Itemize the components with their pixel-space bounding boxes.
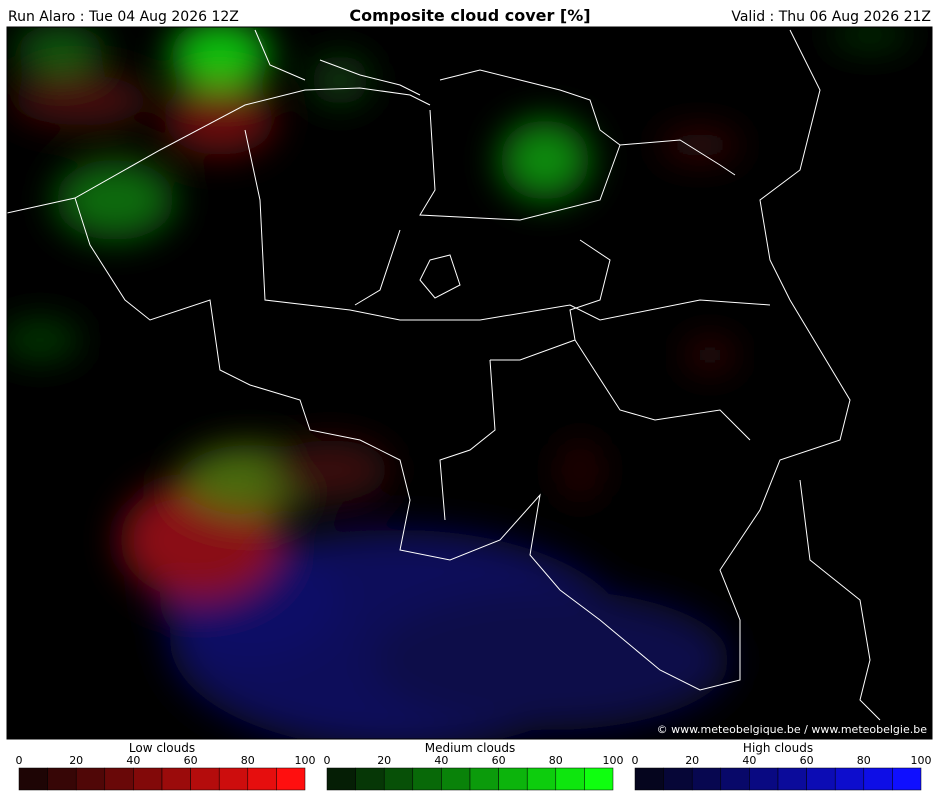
run-label: Run Alaro : Tue 04 Aug 2026 12Z [8,9,239,25]
legend-tick-label: 100 [603,754,624,767]
legend-tick-label: 60 [800,754,814,767]
legend-swatch [777,767,807,791]
legend-swatch [104,767,134,791]
legend-tick-label: 20 [69,754,83,767]
legend-tick-label: 0 [324,754,331,767]
legend-swatch [469,767,499,791]
legend-swatch [161,767,191,791]
legend-swatch [18,767,48,791]
legend-swatch [47,767,77,791]
legend-swatch [498,767,528,791]
legend-title: Medium clouds [425,741,516,755]
legend-swatch [247,767,277,791]
legend-swatch [663,767,693,791]
credit: © www.meteobelgique.be / www.meteobelgie… [657,723,928,736]
legend-tick-label: 60 [184,754,198,767]
legend-swatch [555,767,585,791]
legend-title: High clouds [743,741,813,755]
legend-swatch [383,767,414,791]
map: © www.meteobelgique.be / www.meteobelgie… [7,27,932,739]
legend-swatch [863,767,893,791]
legend-swatch [276,767,306,791]
legend-tick-label: 40 [434,754,448,767]
legend-swatch [355,767,385,791]
legend-swatch [133,767,163,791]
legend-swatch [691,767,722,791]
legend-swatch [834,767,865,791]
legend-tick-label: 80 [241,754,255,767]
map-frame [6,26,933,740]
legend-swatch [634,767,664,791]
legend-swatch [526,767,557,791]
legends: Low clouds 0 20 40 60 80 100 Medium clouds 0 20 40… [16,741,932,791]
cloud-field [7,27,910,739]
legend-title: Low clouds [129,741,195,755]
legend-tick-label: 40 [126,754,140,767]
legend-tick-label: 20 [685,754,699,767]
legend-tick-label: 20 [377,754,391,767]
legend-swatch [218,767,249,791]
legend-tick-label: 0 [16,754,23,767]
valid-label: Valid : Thu 06 Aug 2026 21Z [731,9,931,25]
legend-swatch [441,767,471,791]
legend-swatch [584,767,614,791]
legend-tick-label: 60 [492,754,506,767]
legend-swatch [806,767,836,791]
legend-swatch [326,767,356,791]
legend-swatch [892,767,922,791]
legend-swatch [190,767,220,791]
legend-tick-label: 100 [295,754,316,767]
legend-swatch [720,767,750,791]
legend-swatch [749,767,779,791]
legend-tick-label: 40 [742,754,756,767]
borders [7,29,881,721]
legend-swatch [412,767,442,791]
legend-swatch [75,767,106,791]
legend-tick-label: 80 [857,754,871,767]
legend-tick-label: 0 [632,754,639,767]
legend-tick-label: 80 [549,754,563,767]
legend-tick-label: 100 [911,754,932,767]
map-title: Composite cloud cover [%] [349,6,590,25]
